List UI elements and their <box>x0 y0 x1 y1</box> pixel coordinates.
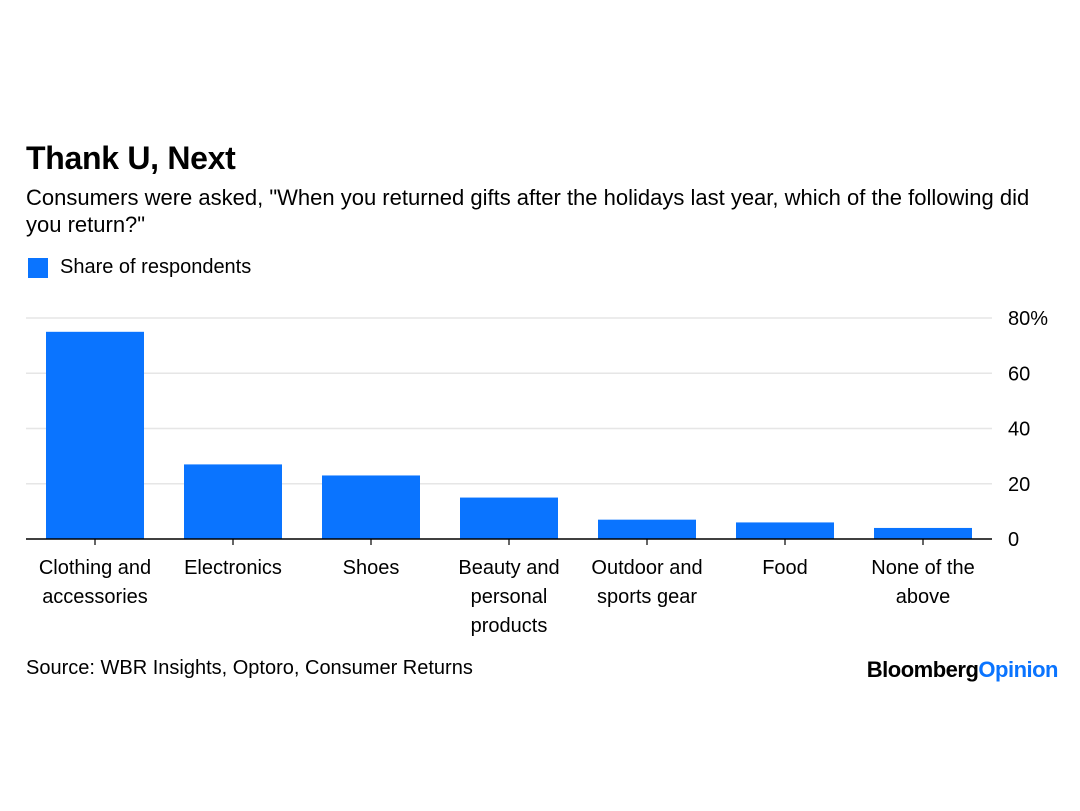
y-tick-label: 40 <box>1008 419 1030 441</box>
x-tick-label: Outdoor and sports gear <box>591 557 702 608</box>
bar <box>460 497 558 539</box>
bar <box>322 475 420 539</box>
x-tick-label: None of the above <box>871 557 974 608</box>
chart-subtitle: Consumers were asked, "When you returned… <box>26 185 1030 237</box>
x-tick-label: Electronics <box>184 557 282 579</box>
y-tick-label: 60 <box>1008 363 1030 385</box>
bar <box>598 519 696 539</box>
x-tick-label: Food <box>762 557 808 579</box>
brand-opinion: Opinion <box>978 657 1058 682</box>
brand-bloomberg: Bloomberg <box>866 657 979 682</box>
x-tick-label: Shoes <box>343 557 400 579</box>
source-note: Source: WBR Insights, Optoro, Consumer R… <box>26 657 473 679</box>
bar <box>736 522 834 539</box>
x-tick-label: Clothing and accessories <box>39 557 151 608</box>
bar <box>184 464 282 539</box>
bar <box>874 527 972 539</box>
bloomberg-opinion-logo: BloombergOpinion <box>866 657 1059 683</box>
legend-label: Share of respondents <box>60 256 252 278</box>
y-tick-label: 20 <box>1008 474 1030 496</box>
x-tick-label: Beauty and personal products <box>458 557 559 637</box>
y-tick-label: 0 <box>1008 529 1019 551</box>
chart-title: Thank U, Next <box>26 140 236 176</box>
legend-swatch <box>28 257 48 278</box>
bar <box>46 331 144 539</box>
y-tick-label: 80% <box>1008 308 1048 330</box>
legend: Share of respondents <box>28 256 251 279</box>
